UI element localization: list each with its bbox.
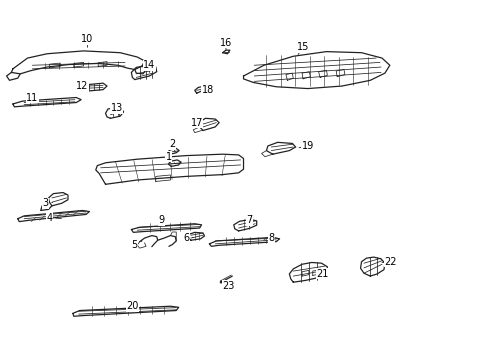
Text: 21: 21 [316, 268, 328, 279]
Text: 11: 11 [26, 93, 39, 103]
Text: 1: 1 [165, 152, 175, 164]
Text: 23: 23 [222, 281, 235, 291]
Text: 19: 19 [299, 141, 313, 151]
Text: 17: 17 [190, 118, 203, 128]
Text: 16: 16 [220, 38, 232, 50]
Text: 6: 6 [183, 233, 193, 243]
Text: 10: 10 [81, 34, 93, 47]
Text: 2: 2 [169, 139, 175, 152]
Text: 13: 13 [110, 103, 122, 116]
Text: 20: 20 [126, 301, 138, 312]
Text: 22: 22 [381, 257, 396, 267]
Text: 9: 9 [158, 215, 165, 226]
Text: 4: 4 [46, 213, 61, 222]
Text: 3: 3 [42, 198, 52, 208]
Text: 14: 14 [143, 60, 155, 72]
Text: 18: 18 [202, 85, 214, 95]
Text: 5: 5 [131, 239, 142, 249]
Text: 15: 15 [296, 42, 308, 54]
Text: 8: 8 [264, 233, 274, 243]
Text: 7: 7 [246, 215, 252, 226]
Text: 12: 12 [76, 81, 90, 91]
